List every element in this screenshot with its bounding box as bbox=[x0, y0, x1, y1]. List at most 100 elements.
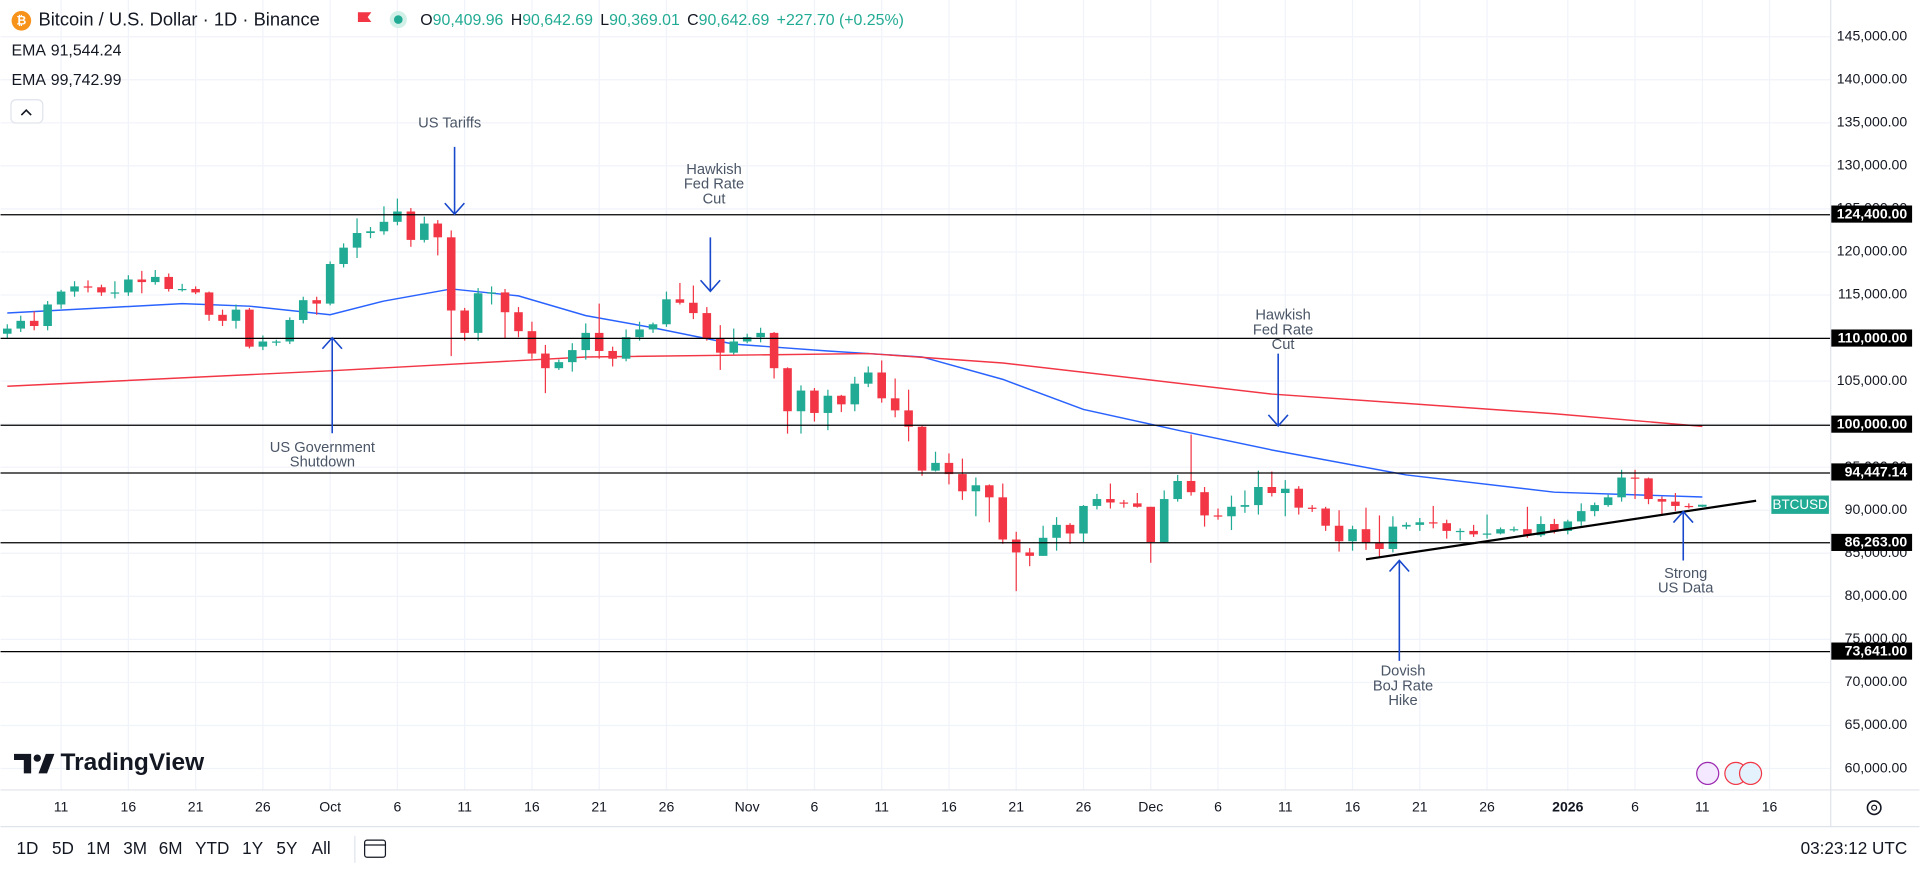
range-button[interactable]: 3M bbox=[123, 838, 147, 858]
candle-body bbox=[608, 350, 617, 359]
candle-body bbox=[1240, 505, 1250, 507]
candle-body bbox=[756, 332, 765, 338]
candle-body bbox=[998, 497, 1008, 540]
candle-body bbox=[1267, 486, 1277, 494]
range-button[interactable]: 1M bbox=[87, 838, 111, 858]
x-tick-label: 21 bbox=[1008, 798, 1024, 814]
candle-body bbox=[1025, 552, 1034, 556]
candle-body bbox=[1038, 537, 1048, 556]
annotation-text: Strong bbox=[1664, 566, 1707, 582]
range-button[interactable]: 1D bbox=[17, 838, 39, 858]
candle-body bbox=[393, 211, 402, 222]
candle-body bbox=[1415, 522, 1425, 525]
candle-body bbox=[1092, 499, 1102, 506]
candle-body bbox=[594, 332, 604, 351]
candle-body bbox=[124, 279, 133, 293]
candle-body bbox=[325, 264, 335, 304]
x-tick-label: 21 bbox=[188, 798, 204, 814]
candle-body bbox=[1442, 523, 1451, 531]
y-tick-label: 135,000.00 bbox=[1837, 114, 1908, 130]
settings-icon[interactable] bbox=[1866, 800, 1882, 816]
x-tick-label: 11 bbox=[457, 798, 472, 814]
y-tick-label: 115,000.00 bbox=[1838, 286, 1908, 302]
candle-body bbox=[662, 299, 671, 325]
event-icon[interactable] bbox=[1738, 761, 1763, 786]
annotation-text: BoJ Rate bbox=[1373, 678, 1433, 694]
candle-body bbox=[783, 368, 792, 412]
x-tick-label: 26 bbox=[1076, 798, 1092, 814]
level-label: 110,000.00 bbox=[1838, 329, 1908, 345]
candle-body bbox=[621, 337, 631, 359]
level-tag bbox=[1831, 415, 1913, 433]
ohlc-value: 90,409.96 bbox=[433, 12, 504, 29]
ohlc-value: 90,642.69 bbox=[699, 12, 770, 29]
y-tick-label: 105,000.00 bbox=[1837, 372, 1908, 388]
y-tick-label: 90,000.00 bbox=[1845, 501, 1908, 517]
x-tick-label: 16 bbox=[941, 798, 957, 814]
clock: 03:23:12 UTC bbox=[1801, 838, 1908, 858]
range-button[interactable]: 1Y bbox=[242, 838, 264, 858]
candle-body bbox=[1173, 480, 1182, 500]
candle-body bbox=[1644, 478, 1653, 500]
btc-icon bbox=[11, 11, 32, 31]
flag-icon[interactable] bbox=[357, 12, 372, 23]
level-tag bbox=[1831, 533, 1913, 551]
y-tick-label: 65,000.00 bbox=[1845, 716, 1908, 732]
candle-body bbox=[352, 233, 362, 248]
event-icon[interactable] bbox=[1696, 761, 1720, 786]
annotation-text: Hike bbox=[1388, 693, 1417, 709]
level-label: 100,000.00 bbox=[1837, 415, 1908, 431]
settings-icon-center bbox=[1871, 804, 1878, 811]
candle-body bbox=[810, 390, 819, 413]
ohlc-legend: O90,409.96 H90,642.69 L90,369.01 C90,642.69… bbox=[420, 12, 904, 29]
x-tick-label: 11 bbox=[1278, 798, 1293, 814]
candle-body bbox=[985, 485, 994, 498]
ohlc-key: O bbox=[420, 12, 432, 29]
ohlc-key: C bbox=[687, 12, 698, 29]
ohlc-change: +227.70 (+0.25%) bbox=[777, 12, 904, 29]
candle-body bbox=[312, 300, 321, 304]
candle-body bbox=[487, 292, 496, 294]
x-tick-label: 16 bbox=[1762, 798, 1778, 814]
annotation-arrow bbox=[1267, 353, 1289, 428]
level-label: 94,447.14 bbox=[1845, 463, 1908, 479]
candle-body bbox=[1159, 499, 1169, 543]
candle-body bbox=[850, 383, 860, 405]
candle-body bbox=[83, 286, 93, 288]
candle-body bbox=[272, 341, 281, 343]
level-label: 86,263.00 bbox=[1845, 534, 1908, 550]
calendar-icon[interactable] bbox=[364, 839, 387, 858]
range-button[interactable]: 6M bbox=[159, 838, 183, 858]
candle-body bbox=[56, 291, 66, 305]
candle-body bbox=[541, 353, 550, 369]
x-tick-label: 11 bbox=[54, 798, 69, 814]
candle-body bbox=[796, 390, 806, 412]
candle-body bbox=[689, 302, 698, 314]
range-button[interactable]: 5Y bbox=[276, 838, 298, 858]
candle-body bbox=[379, 221, 389, 232]
annotation-text: Fed Rate bbox=[1253, 322, 1313, 338]
candle-body bbox=[1509, 529, 1519, 531]
x-tick-label: 6 bbox=[1631, 798, 1639, 814]
level-tag bbox=[1831, 463, 1913, 481]
candle-body bbox=[1550, 524, 1559, 531]
candle-body bbox=[231, 309, 241, 321]
range-button[interactable]: YTD bbox=[195, 838, 229, 858]
candle-body bbox=[366, 231, 375, 234]
ohlc-key: H bbox=[511, 12, 522, 29]
candle-body bbox=[1523, 529, 1532, 536]
range-button[interactable]: All bbox=[312, 838, 331, 858]
level-tag bbox=[1831, 329, 1913, 347]
candle-body bbox=[904, 410, 913, 427]
candle-body bbox=[460, 310, 469, 333]
logo-text: TradingView bbox=[61, 749, 206, 776]
level-label: 73,641.00 bbox=[1845, 642, 1908, 658]
candle-body bbox=[1536, 524, 1546, 536]
range-button[interactable]: 5D bbox=[52, 838, 74, 858]
ema-legend-value: 99,742.99 bbox=[51, 72, 122, 89]
ema-legend-value: 91,544.24 bbox=[51, 43, 122, 60]
candle-body bbox=[1563, 521, 1573, 531]
candle-body bbox=[823, 395, 833, 413]
candle-body bbox=[298, 300, 308, 320]
candle-body bbox=[446, 237, 456, 311]
